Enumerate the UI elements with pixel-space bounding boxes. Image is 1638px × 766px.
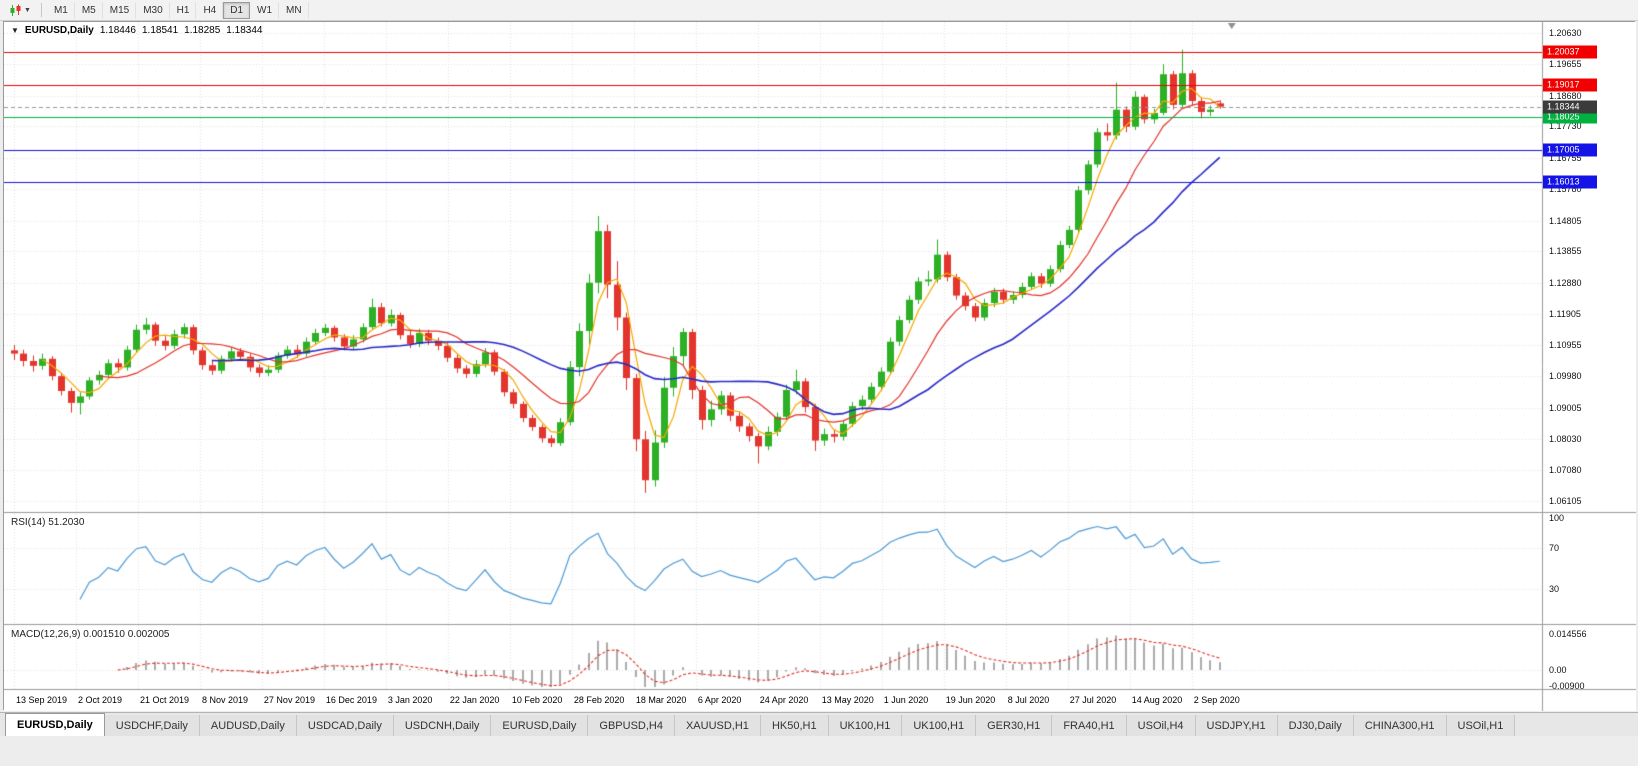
toolbar-separator <box>40 3 42 17</box>
date-axis-label-5: 16 Dec 2019 <box>325 695 377 705</box>
chart-tab-eurusd-daily-0[interactable]: EURUSD,Daily <box>5 713 105 736</box>
date-axis-label-12: 24 Apr 2020 <box>759 695 809 705</box>
price-axis-label-5: 1.15780 <box>1549 184 1582 195</box>
macd-axis-zero: 0.00 <box>1549 665 1567 675</box>
price-axis-label-0: 1.20630 <box>1549 28 1582 38</box>
price-axis-label-12: 1.09005 <box>1549 402 1582 413</box>
chart-tab-china300-h1-16[interactable]: CHINA300,H1 <box>1353 715 1447 736</box>
date-axis-label-17: 27 Jul 2020 <box>1069 695 1117 705</box>
price-axis-label-2: 1.18680 <box>1549 90 1582 101</box>
date-axis-label-18: 14 Aug 2020 <box>1131 695 1183 705</box>
chart-tab-hk50-h1-8[interactable]: HK50,H1 <box>760 715 829 736</box>
ohlc-low: 1.18285 <box>184 25 221 36</box>
date-axis-label-4: 27 Nov 2019 <box>263 695 315 705</box>
price-axis-label-1: 1.19655 <box>1549 59 1582 70</box>
price-axis-label-15: 1.06105 <box>1549 496 1582 506</box>
candlestick-chart-icon <box>10 4 21 16</box>
rsi-axis-label-70: 70 <box>1549 543 1560 554</box>
chart-symbol-period: EURUSD,Daily <box>24 25 94 36</box>
ohlc-high: 1.18541 <box>141 25 179 36</box>
date-axis-label-13: 13 May 2020 <box>821 695 874 705</box>
current-price-label: 1.18344 <box>1543 100 1597 114</box>
price-line-label-1.19017: 1.19017 <box>1543 78 1597 92</box>
price-axis-label-10: 1.10955 <box>1549 339 1582 350</box>
date-axis-label-6: 3 Jan 2020 <box>387 695 433 705</box>
chart-ohlc-header: ▼ EURUSD,Daily 1.18446 1.18541 1.18285 1… <box>11 25 262 36</box>
timeframe-button-d1[interactable]: D1 <box>223 1 251 19</box>
chart-tab-usdjpy-h1-14[interactable]: USDJPY,H1 <box>1195 715 1278 736</box>
chart-tab-dj30-daily-15[interactable]: DJ30,Daily <box>1277 715 1354 736</box>
chart-canvas[interactable] <box>4 22 1636 711</box>
date-axis-label-10: 18 Mar 2020 <box>635 695 687 705</box>
date-axis-label-3: 8 Nov 2019 <box>201 695 248 705</box>
macd-axis-bottom: -0.00900 <box>1549 681 1585 691</box>
chart-tab-uk100-h1-9[interactable]: UK100,H1 <box>828 715 903 736</box>
chart-tab-usdchf-daily-1[interactable]: USDCHF,Daily <box>104 715 200 736</box>
date-axis-label-0: 13 Sep 2019 <box>16 695 68 705</box>
timeframe-button-m5[interactable]: M5 <box>75 1 103 19</box>
ohlc-close: 1.18344 <box>226 25 263 36</box>
date-axis-label-16: 8 Jul 2020 <box>1007 695 1050 705</box>
price-axis-label-9: 1.11905 <box>1549 309 1581 320</box>
timeframe-button-m1[interactable]: M1 <box>47 1 75 19</box>
date-axis-label-2: 21 Oct 2019 <box>139 695 189 705</box>
price-axis-label-14: 1.07080 <box>1549 464 1582 475</box>
chart-tab-usoil-h1-17[interactable]: USOil,H1 <box>1446 715 1516 736</box>
price-axis-label-6: 1.14805 <box>1549 215 1582 226</box>
ohlc-open: 1.18446 <box>99 25 136 36</box>
timeframe-buttons: M1 M5 M15 M30 H1 H4 D1 W1 MN <box>47 1 309 19</box>
chart-type-button[interactable]: ▼ <box>4 2 36 19</box>
timeframe-button-m15[interactable]: M15 <box>103 1 137 19</box>
price-line-label-1.16013: 1.16013 <box>1543 175 1597 189</box>
chart-tab-audusd-daily-2[interactable]: AUDUSD,Daily <box>199 715 297 736</box>
price-line-label-1.17005: 1.17005 <box>1543 143 1597 157</box>
chart-region: ▼ EURUSD,Daily 1.18446 1.18541 1.18285 1… <box>3 21 1636 711</box>
date-axis-label-14: 1 Jun 2020 <box>883 695 929 705</box>
timeframe-button-m30[interactable]: M30 <box>136 1 170 19</box>
chart-tab-bar: EURUSD,Daily USDCHF,Daily AUDUSD,Daily USDC… <box>0 712 1638 736</box>
price-axis-label-13: 1.08030 <box>1549 433 1582 444</box>
price-line-label-1.20037: 1.20037 <box>1543 45 1597 59</box>
macd-panel-title: MACD(12,26,9) 0.001510 0.002005 <box>11 629 170 640</box>
date-axis-label-9: 28 Feb 2020 <box>573 695 625 705</box>
chart-tab-xauusd-h1-7[interactable]: XAUUSD,H1 <box>674 715 761 736</box>
date-axis-label-1: 2 Oct 2019 <box>77 695 122 705</box>
date-axis-label-7: 22 Jan 2020 <box>449 695 500 705</box>
price-axis-label-7: 1.13855 <box>1549 246 1582 257</box>
date-axis-label-19: 2 Sep 2020 <box>1193 695 1240 705</box>
chart-tab-eurusd-daily-5[interactable]: EURUSD,Daily <box>491 715 589 736</box>
price-axis-label-8: 1.12880 <box>1549 277 1582 288</box>
price-axis-label-3: 1.17730 <box>1549 121 1582 132</box>
timeframe-button-mn[interactable]: MN <box>279 1 309 19</box>
panel-splitter-rsi[interactable] <box>4 510 1634 515</box>
chevron-down-icon: ▼ <box>24 6 31 14</box>
chart-menu-icon[interactable]: ▼ <box>11 25 19 35</box>
macd-axis-top: 0.014556 <box>1549 629 1587 639</box>
timeframe-button-h1[interactable]: H1 <box>170 1 197 19</box>
chart-tab-usoil-h4-13[interactable]: USOil,H4 <box>1126 715 1196 736</box>
price-line-label-1.18025: 1.18025 <box>1543 110 1597 124</box>
timeframe-button-h4[interactable]: H4 <box>196 1 224 19</box>
top-toolbar: ▼ M1 M5 M15 M30 H1 H4 D1 W1 MN <box>0 0 1638 21</box>
chart-tab-usdcnh-daily-4[interactable]: USDCNH,Daily <box>393 715 492 736</box>
date-axis-label-11: 6 Apr 2020 <box>697 695 742 705</box>
panel-splitter-macd[interactable] <box>4 622 1634 627</box>
date-axis-label-8: 10 Feb 2020 <box>511 695 563 705</box>
timeframe-button-w1[interactable]: W1 <box>250 1 280 19</box>
chart-tab-gbpusd-h4-6[interactable]: GBPUSD,H4 <box>588 715 675 736</box>
chart-tab-usdcad-daily-3[interactable]: USDCAD,Daily <box>296 715 394 736</box>
rsi-axis-label-100: 100 <box>1549 513 1565 523</box>
rsi-axis-label-30: 30 <box>1549 583 1560 594</box>
price-axis-label-4: 1.16755 <box>1549 152 1582 163</box>
price-axis-label-11: 1.09980 <box>1549 371 1582 382</box>
rsi-panel-title: RSI(14) 51.2030 <box>11 517 85 528</box>
chart-tab-ger30-h1-11[interactable]: GER30,H1 <box>976 715 1053 736</box>
date-axis-label-15: 19 Jun 2020 <box>945 695 996 705</box>
chart-tab-fra40-h1-12[interactable]: FRA40,H1 <box>1052 715 1127 736</box>
chart-tab-uk100-h1-10[interactable]: UK100,H1 <box>902 715 977 736</box>
